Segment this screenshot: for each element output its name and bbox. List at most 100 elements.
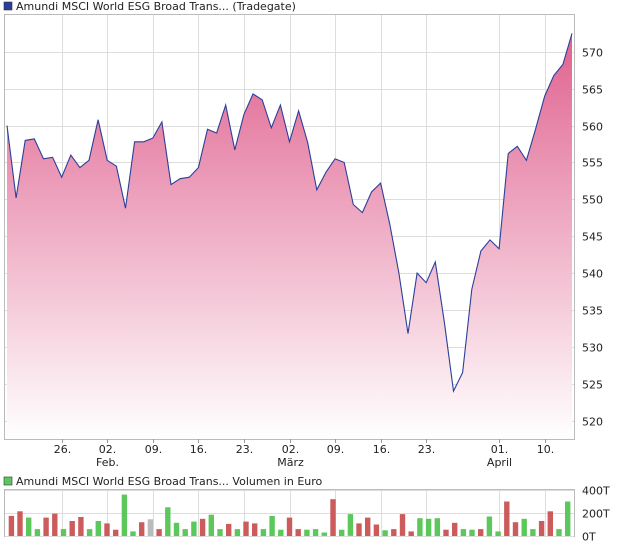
volume-legend-swatch: [3, 476, 13, 486]
price-y-tick-label: 550: [582, 194, 603, 207]
x-tick-month-label: Feb.: [96, 456, 119, 469]
volume-bar: [339, 529, 345, 536]
x-tick-label: 23.: [418, 443, 436, 456]
price-y-tick-label: 530: [582, 342, 603, 355]
volume-bar: [17, 511, 23, 536]
volume-bar: [538, 521, 545, 536]
volume-bar: [452, 522, 458, 536]
price-series-line: [6, 33, 573, 393]
volume-bar: [486, 516, 493, 537]
x-tick-label: 01.: [491, 443, 509, 456]
price-y-tick-label: 565: [582, 84, 603, 97]
price-chart-title: Amundi MSCI World ESG Broad Trans... (Tr…: [16, 0, 296, 13]
volume-bar: [208, 514, 214, 536]
price-legend-swatch: [3, 1, 13, 11]
volume-bar: [234, 529, 241, 536]
volume-y-tick-label: 200T: [582, 508, 610, 521]
volume-bar: [417, 518, 423, 536]
price-y-axis-labels: 520 525 530 535 540 545 550 555 560 565 570: [582, 47, 603, 429]
volume-grid: [5, 490, 574, 537]
volume-bar: [391, 529, 397, 536]
volume-bar: [69, 521, 75, 536]
x-tick-label: 16.: [190, 443, 208, 456]
volume-bar: [512, 522, 519, 536]
price-y-tick-label: 555: [582, 157, 603, 170]
volume-bar: [434, 518, 440, 536]
volume-bar: [278, 529, 284, 536]
volume-bar: [60, 529, 67, 536]
volume-bar: [469, 529, 475, 536]
volume-y-tick-label: 0T: [582, 531, 596, 544]
volume-bars: [8, 494, 571, 537]
volume-bar: [173, 522, 180, 536]
x-tick-label: 26.: [54, 443, 72, 456]
volume-bar: [321, 532, 327, 536]
volume-bar: [147, 519, 154, 536]
price-y-tick-label: 525: [582, 379, 603, 392]
volume-bar: [52, 513, 58, 536]
volume-bar: [521, 518, 527, 537]
x-tick-label: 10.: [537, 443, 555, 456]
volume-bar: [460, 529, 467, 536]
x-tick-label: 16.: [373, 443, 391, 456]
x-tick-month-label: April: [487, 456, 512, 469]
volume-bar: [530, 529, 536, 536]
volume-bar: [304, 529, 310, 536]
price-y-tick-label: 535: [582, 305, 603, 318]
volume-bar: [26, 517, 32, 536]
x-tick-label: 02.: [282, 443, 300, 456]
volume-y-tick-label: 400T: [582, 485, 610, 498]
volume-bar: [399, 514, 406, 536]
price-y-tick-label: 545: [582, 231, 603, 244]
volume-bar: [8, 515, 15, 536]
volume-bar: [495, 531, 501, 536]
volume-bar: [356, 523, 362, 537]
volume-bar: [113, 529, 119, 536]
volume-bar: [408, 531, 414, 536]
volume-bar: [156, 529, 162, 536]
volume-bar: [260, 529, 267, 536]
volume-bar: [547, 511, 553, 536]
x-tick-month-label: März: [277, 456, 304, 469]
volume-bar: [243, 521, 249, 536]
volume-bar: [182, 529, 188, 536]
volume-chart-title: Amundi MSCI World ESG Broad Trans... Vol…: [16, 475, 323, 488]
volume-bar: [478, 529, 484, 536]
volume-bar: [425, 518, 432, 537]
x-tick-label: 23.: [236, 443, 254, 456]
volume-bar: [130, 531, 136, 536]
volume-bar: [252, 523, 258, 537]
volume-bar: [78, 517, 84, 536]
volume-bar: [139, 522, 145, 536]
x-tick-label: 09.: [145, 443, 163, 456]
volume-bar: [312, 529, 319, 536]
volume-bar: [556, 529, 562, 536]
volume-bar: [295, 529, 301, 536]
price-y-tick-label: 520: [582, 416, 603, 429]
volume-bar: [330, 499, 336, 536]
volume-bar: [286, 517, 293, 536]
volume-bar: [443, 529, 449, 536]
volume-bar: [217, 529, 223, 536]
volume-bar: [504, 501, 510, 536]
volume-bar: [565, 501, 571, 536]
volume-bar: [121, 494, 128, 536]
price-y-tick-label: 540: [582, 268, 603, 281]
volume-bar: [95, 521, 101, 536]
volume-bar: [269, 515, 275, 536]
price-y-tick-label: 560: [582, 121, 603, 134]
volume-bar: [373, 524, 380, 536]
price-y-tick-label: 570: [582, 47, 603, 60]
volume-bar: [165, 507, 171, 537]
volume-bar: [347, 514, 354, 536]
x-tick-label: 09.: [327, 443, 345, 456]
volume-bar: [226, 523, 232, 536]
volume-y-axis-labels: 0T 200T 400T: [582, 485, 610, 544]
volume-bar: [86, 529, 93, 536]
volume-bar: [43, 517, 49, 536]
price-area-fill: [7, 33, 572, 440]
volume-bar: [191, 521, 197, 536]
